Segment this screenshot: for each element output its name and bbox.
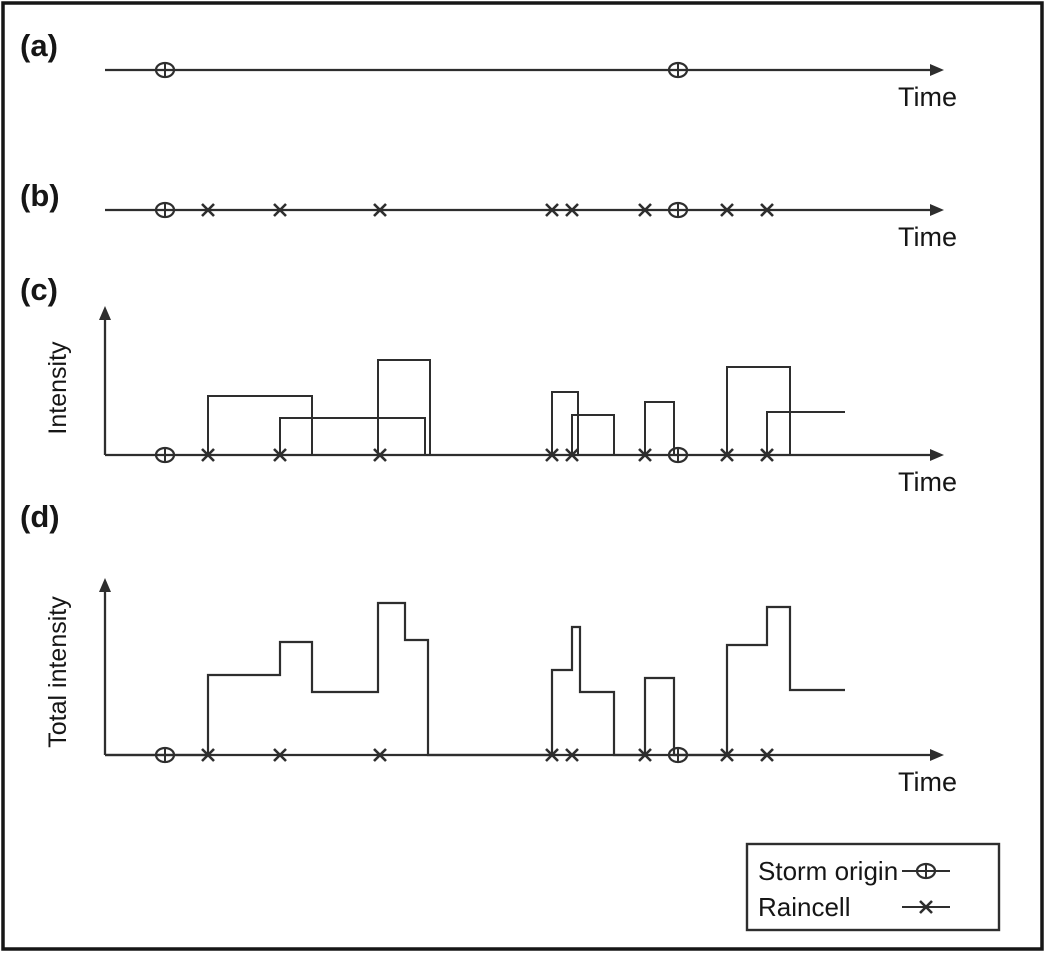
intensity-pulse-0: [207, 395, 313, 455]
panel-b-time-axis-label: Time: [898, 222, 957, 252]
panel-b-time-axis-arrow-icon: [930, 204, 944, 216]
panel-a-time-axis-label: Time: [898, 82, 957, 112]
legend-box: [745, 842, 1001, 932]
panel-d-total-intensity-axis-label: Total intensity: [44, 596, 72, 748]
panel-d-y-axis-arrow-icon: [99, 578, 111, 592]
intensity-pulse-7: [766, 411, 845, 455]
panel-d-raincell-icon-5-2: [638, 748, 652, 762]
panel-d-raincell-icon-3-2: [545, 748, 559, 762]
panel-c-raincell-icon-7-2: [760, 448, 774, 462]
intensity-pulse-1: [279, 417, 426, 455]
panel-c-raincell-icon-0-2: [201, 448, 215, 462]
panel-d-raincell-icon-2-2: [373, 748, 387, 762]
panel-b-raincell-icon-4-2: [565, 203, 579, 217]
panel-b-raincell-icon-5-2: [638, 203, 652, 217]
intensity-pulse-3: [551, 391, 579, 455]
panel-a-time-axis-arrow-icon: [930, 64, 944, 76]
panel-d-label: (d): [20, 499, 60, 534]
panel-d-raincell-icon-0-2: [201, 748, 215, 762]
panel-b-raincell-icon-7-2: [760, 203, 774, 217]
intensity-pulse-5: [644, 401, 675, 455]
panel-d-time-axis-arrow-icon: [930, 749, 944, 761]
panel-c-raincell-icon-1-2: [273, 448, 287, 462]
panel-b-label: (b): [20, 178, 60, 213]
panel-d-time-axis-label: Time: [898, 767, 957, 797]
panel-c-intensity-axis-label: Intensity: [44, 341, 72, 435]
panel-b-raincell-icon-2-2: [373, 203, 387, 217]
panel-d-raincell-icon-1-2: [273, 748, 287, 762]
panel-a-label: (a): [20, 28, 58, 63]
panel-b-raincell-icon-3-2: [545, 203, 559, 217]
panel-c-raincell-icon-5-2: [638, 448, 652, 462]
panel-d-raincell-icon-7-2: [760, 748, 774, 762]
panel-c-time-axis-label: Time: [898, 467, 957, 497]
intensity-pulse-2: [377, 359, 431, 455]
panel-c-time-axis-arrow-icon: [930, 449, 944, 461]
total-intensity-step-line: [105, 601, 845, 757]
panel-b-raincell-icon-0-2: [201, 203, 215, 217]
panel-c-raincell-icon-6-2: [720, 448, 734, 462]
legend-storm-origin-label: Storm origin: [758, 856, 898, 886]
panel-c-y-axis-arrow-icon: [99, 306, 111, 320]
panel-b-raincell-icon-6-2: [720, 203, 734, 217]
panel-c-raincell-icon-4-2: [565, 448, 579, 462]
legend-raincell-icon-2: [919, 900, 933, 914]
intensity-pulse-4: [571, 414, 615, 455]
panel-c-raincell-icon-3-2: [545, 448, 559, 462]
panel-c-raincell-icon-2-2: [373, 448, 387, 462]
panel-b-raincell-icon-1-2: [273, 203, 287, 217]
panel-d-raincell-icon-6-2: [720, 748, 734, 762]
panel-c-label: (c): [20, 272, 58, 307]
legend-raincell-label: Raincell: [758, 892, 851, 922]
panel-d-raincell-icon-4-2: [565, 748, 579, 762]
